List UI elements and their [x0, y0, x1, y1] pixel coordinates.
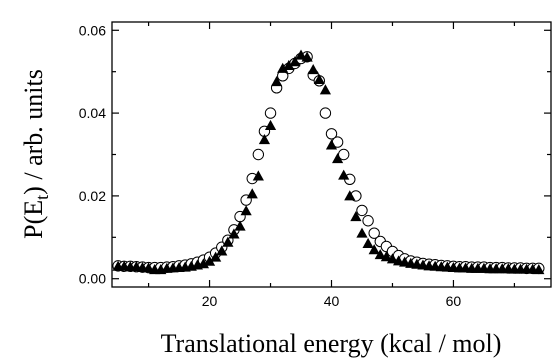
triangle-marker [234, 220, 246, 231]
triangle-marker [356, 227, 368, 238]
circle-marker [325, 128, 338, 140]
triangle-marker [210, 251, 222, 262]
triangle-marker [331, 153, 344, 164]
triangle-marker [246, 188, 258, 199]
triangle-marker [350, 211, 362, 222]
triangle-marker [203, 255, 216, 266]
triangle-marker [258, 133, 271, 145]
triangle-marker [374, 249, 386, 260]
y-tick-label: 0.04 [79, 105, 106, 121]
triangle-marker [338, 169, 350, 180]
triangle-marker [533, 264, 545, 275]
y-tick-label: 0.02 [79, 188, 106, 204]
triangle-marker [325, 139, 338, 150]
plot-frame [111, 21, 552, 288]
triangle-marker [222, 236, 234, 247]
triangle-marker [319, 84, 332, 95]
triangle-marker [271, 76, 283, 87]
circle-marker [337, 148, 350, 161]
triangle-marker [380, 251, 392, 262]
triangle-marker [277, 62, 289, 73]
triangle-marker [301, 51, 313, 62]
circle-marker [362, 215, 374, 227]
y-tick-label: 0.00 [79, 271, 106, 287]
triangle-marker [142, 262, 155, 273]
x-tick-label: 40 [324, 293, 340, 309]
circle-marker [356, 204, 368, 217]
triangle-marker [307, 64, 319, 75]
y-axis-title-rest: ) / arb. units [19, 69, 48, 195]
x-axis-title: Translational energy (kcal / mol) [161, 329, 502, 358]
y-axis-title-sub: t [32, 195, 52, 200]
triangle-marker [216, 245, 228, 256]
triangle-marker [386, 253, 399, 264]
circle-marker [368, 227, 380, 239]
triangle-marker [362, 237, 374, 249]
triangle-marker [252, 170, 264, 181]
circle-marker [264, 107, 277, 119]
circle-marker [252, 148, 265, 161]
triangle-marker [240, 205, 252, 216]
y-axis-title-main: P(E [19, 200, 48, 239]
triangle-marker [368, 244, 380, 255]
y-tick-label: 0.06 [79, 22, 106, 38]
data-markers [112, 49, 545, 275]
triangle-marker [228, 228, 240, 239]
circle-marker [319, 107, 332, 119]
triangle-marker [289, 56, 301, 67]
triangle-marker [295, 49, 307, 60]
triangle-marker [313, 73, 325, 85]
x-tick-label: 20 [202, 293, 218, 309]
x-tick-label: 60 [446, 293, 462, 309]
triangle-marker [344, 190, 356, 201]
triangle-marker [264, 119, 277, 130]
axis-ticks: 20 40 60 0.00 0.02 0.04 0.06 [79, 22, 551, 309]
y-axis-title: P(Et) / arb. units [19, 69, 52, 239]
triangle-marker [283, 59, 295, 70]
